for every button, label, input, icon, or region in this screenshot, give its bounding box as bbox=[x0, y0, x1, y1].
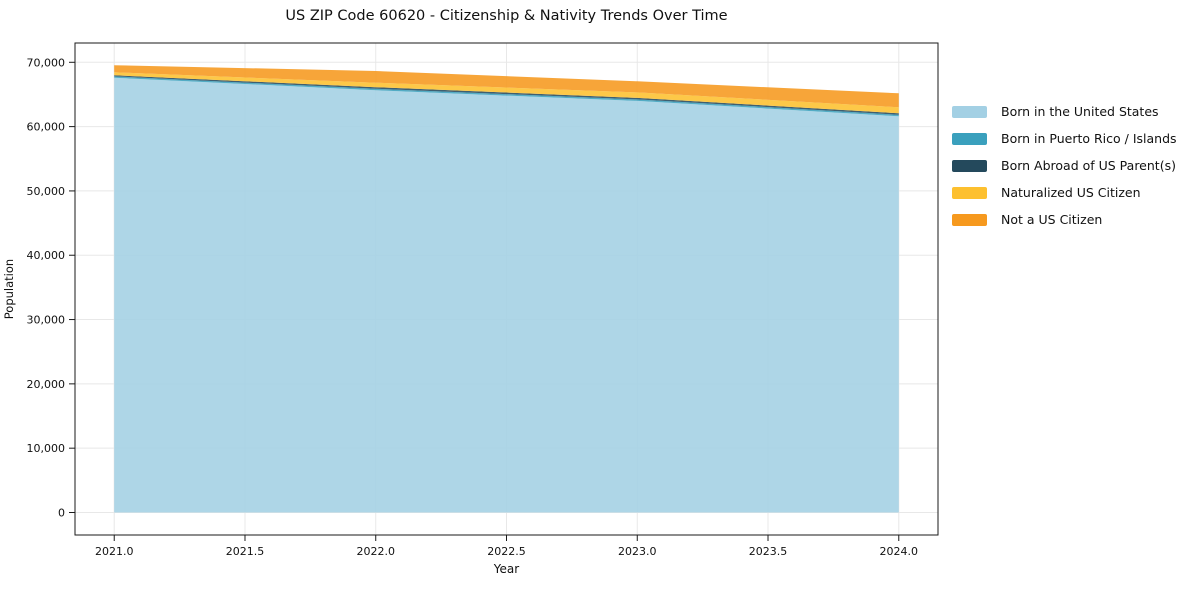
legend: Born in the United States Born in Puerto … bbox=[952, 98, 1177, 233]
x-tick-label: 2023.5 bbox=[749, 545, 788, 558]
x-tick-label: 2021.0 bbox=[95, 545, 134, 558]
y-axis-label: Population bbox=[2, 258, 16, 320]
legend-swatch bbox=[952, 159, 987, 172]
legend-swatch bbox=[952, 132, 987, 145]
x-tick-label: 2023.0 bbox=[618, 545, 657, 558]
x-tick-label: 2022.0 bbox=[356, 545, 395, 558]
x-axis-label: Year bbox=[493, 562, 520, 576]
x-tick-label: 2021.5 bbox=[226, 545, 265, 558]
legend-swatch bbox=[952, 186, 987, 199]
chart-title: US ZIP Code 60620 - Citizenship & Nativi… bbox=[285, 8, 728, 24]
y-tick-label: 70,000 bbox=[27, 56, 66, 69]
legend-swatch bbox=[952, 213, 987, 226]
x-tick-label: 2024.0 bbox=[880, 545, 919, 558]
y-tick-label: 50,000 bbox=[27, 185, 66, 198]
legend-item-born-abroad-of-us-parent-s-: Born Abroad of US Parent(s) bbox=[952, 152, 1177, 179]
area-series-4-not-a-us-citizen bbox=[114, 65, 899, 108]
x-tick-label: 2022.5 bbox=[487, 545, 526, 558]
y-tick-label: 0 bbox=[58, 506, 65, 519]
legend-item-born-in-puerto-rico-islands: Born in Puerto Rico / Islands bbox=[952, 125, 1177, 152]
legend-item-born-in-the-united-states: Born in the United States bbox=[952, 98, 1177, 125]
area-series-1-born-in-puerto-rico-islands bbox=[114, 76, 899, 117]
area-series-3-naturalized-us-citizen bbox=[114, 72, 899, 114]
legend-label: Born Abroad of US Parent(s) bbox=[1001, 158, 1176, 173]
legend-label: Naturalized US Citizen bbox=[1001, 185, 1141, 200]
area-series-2-born-abroad-of-us-parent-s- bbox=[114, 75, 899, 115]
y-tick-label: 10,000 bbox=[27, 442, 66, 455]
legend-label: Born in Puerto Rico / Islands bbox=[1001, 131, 1177, 146]
area-series-0-born-in-the-united-states bbox=[114, 77, 899, 513]
legend-label: Not a US Citizen bbox=[1001, 212, 1103, 227]
legend-item-not-a-us-citizen: Not a US Citizen bbox=[952, 206, 1177, 233]
y-tick-label: 20,000 bbox=[27, 378, 66, 391]
legend-label: Born in the United States bbox=[1001, 104, 1159, 119]
legend-item-naturalized-us-citizen: Naturalized US Citizen bbox=[952, 179, 1177, 206]
y-tick-label: 30,000 bbox=[27, 314, 66, 327]
legend-swatch bbox=[952, 105, 987, 118]
y-tick-label: 40,000 bbox=[27, 249, 66, 262]
y-tick-label: 60,000 bbox=[27, 121, 66, 134]
